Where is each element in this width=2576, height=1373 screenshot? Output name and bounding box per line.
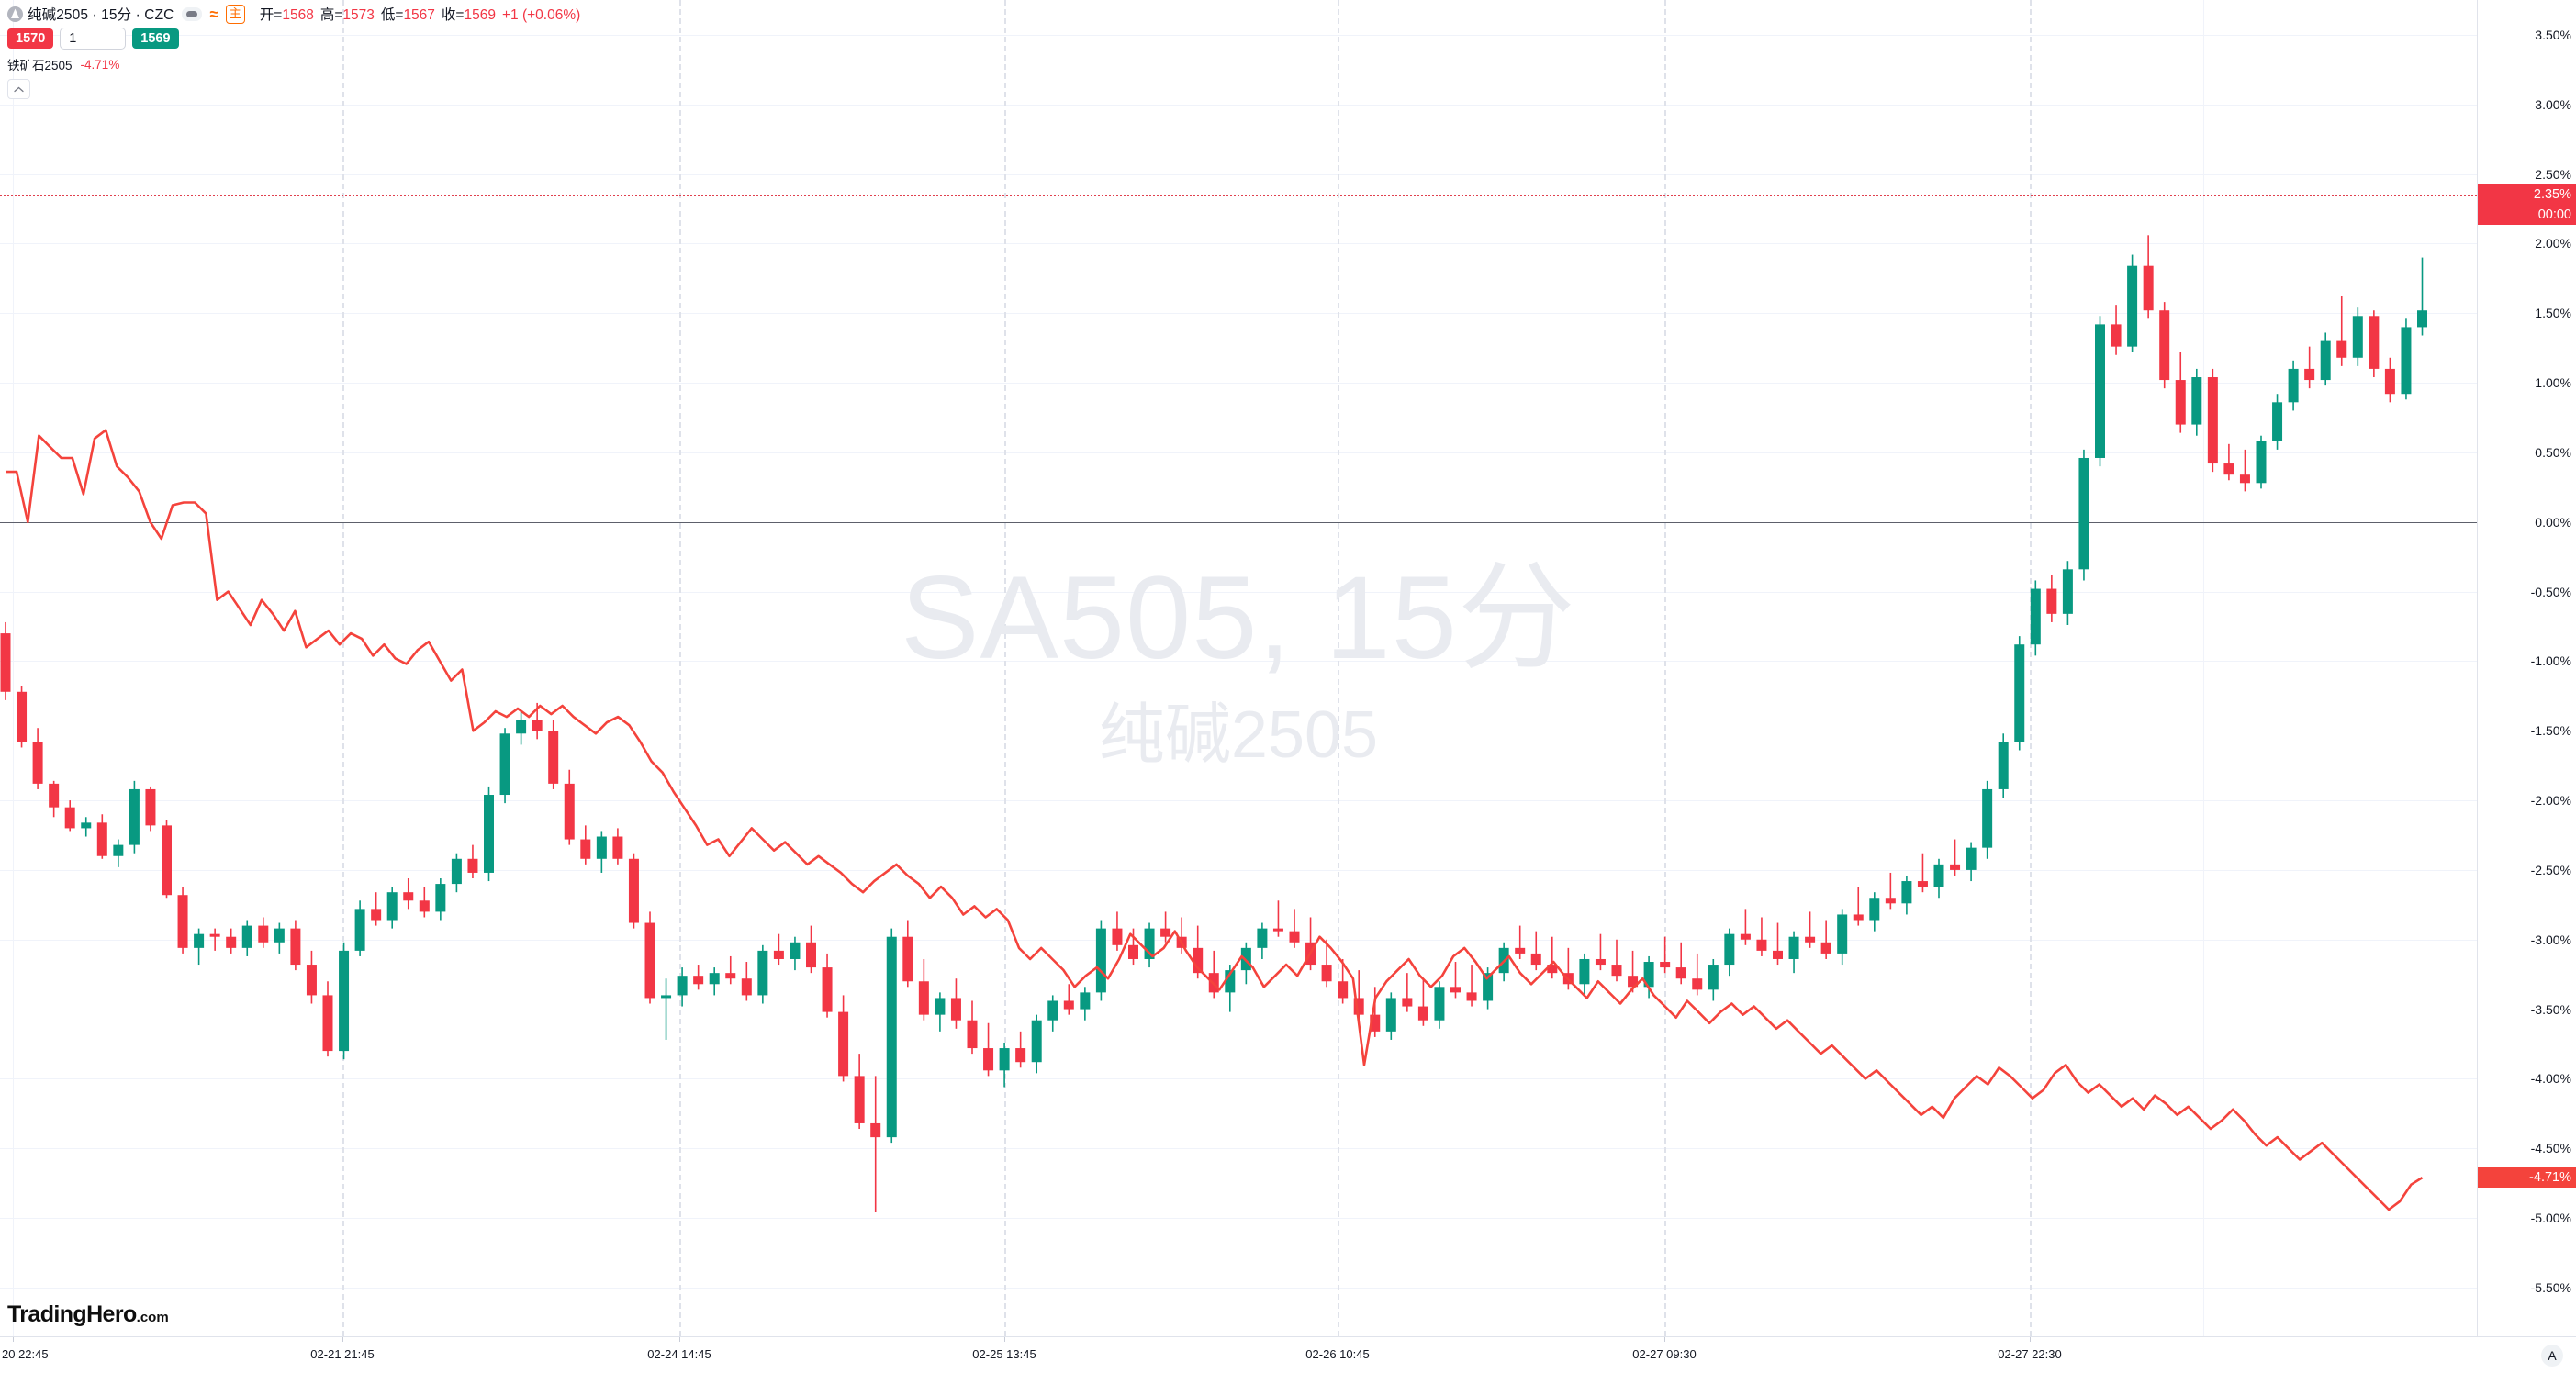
time-tick <box>679 1337 680 1342</box>
gridline <box>0 1078 2477 1080</box>
session-gridline <box>1004 0 1006 1336</box>
high-label: 高= <box>319 7 343 23</box>
price-series-svg <box>0 235 2427 1213</box>
chart-legend: 纯碱2505 · 15分 · CZC ≈ 主 开=1568 高=1573 低=156… <box>7 4 580 99</box>
overlay-change-value: -4.71% <box>80 57 120 72</box>
price-axis-label: 3.50% <box>2535 27 2571 42</box>
open-label: 开= <box>259 7 283 23</box>
ask-price-button[interactable]: 1569 <box>132 28 179 49</box>
last-price-badge[interactable]: 2.35% <box>2478 184 2576 206</box>
countdown-badge[interactable]: 00:00 <box>2478 205 2576 226</box>
overlay-symbol-label[interactable]: 铁矿石2505 <box>7 59 73 73</box>
time-tick <box>1664 1337 1665 1342</box>
price-axis-label: -0.50% <box>2530 584 2571 599</box>
gridline <box>0 313 2477 315</box>
last-price-line <box>0 195 2477 197</box>
session-gridline <box>342 0 344 1336</box>
symbol-title[interactable]: 纯碱2505 · 15分 · CZC <box>28 7 174 23</box>
gridline <box>0 939 2477 941</box>
gridline <box>0 452 2477 453</box>
time-axis-label: 02-27 09:30 <box>1632 1347 1697 1361</box>
price-axis-label: -1.50% <box>2530 723 2571 739</box>
low-value: 1567 <box>403 7 435 23</box>
time-tick <box>1004 1337 1005 1342</box>
brand-suffix: .com <box>136 1310 169 1325</box>
high-value: 1573 <box>342 7 375 23</box>
time-axis-label: 02-26 10:45 <box>1305 1347 1370 1361</box>
close-label: 收= <box>441 7 465 23</box>
price-axis-label: -5.50% <box>2530 1279 2571 1295</box>
gridline <box>0 34 2477 36</box>
time-tick <box>342 1337 343 1342</box>
zero-reference-line <box>0 521 2477 523</box>
gridline <box>0 591 2477 593</box>
price-axis-label: 2.50% <box>2535 166 2571 182</box>
overlay-price-badge[interactable]: -4.71% <box>2478 1167 2576 1189</box>
price-axis-label: -4.50% <box>2530 1141 2571 1156</box>
gridline <box>0 383 2477 385</box>
low-label: 低= <box>380 7 404 23</box>
bid-price-button[interactable]: 1570 <box>7 28 54 49</box>
price-axis-label: 1.00% <box>2535 375 2571 391</box>
gridline <box>0 800 2477 802</box>
price-axis-label: -5.00% <box>2530 1211 2571 1226</box>
overlay-legend-row: 铁矿石2505 -4.71% <box>7 55 580 73</box>
gridline <box>0 1218 2477 1220</box>
gridline <box>0 243 2477 245</box>
gridline <box>0 869 2477 871</box>
time-axis-label: 02-21 21:45 <box>310 1347 375 1361</box>
chart-pane[interactable]: SA505, 15分 纯碱2505 <box>0 0 2477 1336</box>
price-axis-label: -2.00% <box>2530 793 2571 809</box>
price-axis-label: 0.50% <box>2535 444 2571 460</box>
tradinghero-logo: TradingHero.com <box>7 1301 169 1328</box>
wave-icon[interactable]: ≈ <box>209 5 218 23</box>
time-axis-label: 02-25 13:45 <box>972 1347 1036 1361</box>
header-icon-group: ≈ 主 <box>182 4 245 24</box>
price-axis-label: 2.00% <box>2535 236 2571 251</box>
brand-name: TradingHero <box>7 1301 137 1327</box>
time-axis-label: 02-24 14:45 <box>647 1347 711 1361</box>
time-tick <box>13 1337 14 1342</box>
session-gridline <box>13 0 14 1336</box>
gridline <box>0 1148 2477 1150</box>
session-gridline <box>2203 0 2204 1336</box>
price-axis-label: 3.00% <box>2535 96 2571 112</box>
price-axis-label: -4.00% <box>2530 1071 2571 1087</box>
auto-scale-button[interactable]: A <box>2541 1345 2563 1367</box>
session-gridline <box>1664 0 1666 1336</box>
price-axis-label: -2.50% <box>2530 862 2571 877</box>
price-axis[interactable]: 3.50% 3.00% 2.50% 2.00% 1.50% 1.00% 0.50% 0.00%… <box>2477 0 2576 1336</box>
main-contract-icon[interactable]: 主 <box>225 4 245 24</box>
gridline <box>0 173 2477 175</box>
session-gridline <box>679 0 681 1336</box>
bid-ask-row: 1570 1 1569 <box>7 28 580 50</box>
close-value: 1569 <box>464 7 496 23</box>
water-drop-icon <box>7 6 23 22</box>
session-gridline <box>1338 0 1339 1336</box>
price-axis-label: -3.50% <box>2530 1001 2571 1017</box>
open-value: 1568 <box>282 7 314 23</box>
chevron-up-icon[interactable] <box>7 79 30 99</box>
order-quantity-input[interactable]: 1 <box>60 28 127 50</box>
session-gridline <box>2030 0 2032 1336</box>
candles-style-icon[interactable] <box>182 6 203 21</box>
price-axis-label: 0.00% <box>2535 514 2571 530</box>
gridline <box>0 661 2477 663</box>
overlay-line-series <box>6 429 2424 1211</box>
time-axis-label: 20 22:45 <box>2 1347 49 1361</box>
gridline <box>0 104 2477 106</box>
ohlc-readout: 开=1568 高=1573 低=1567 收=1569 +1 (+0.06%) <box>260 4 581 24</box>
price-axis-label: -3.00% <box>2530 932 2571 947</box>
time-axis[interactable]: 20 22:45 02-21 21:45 02-24 14:45 02-25 13:4… <box>0 1336 2576 1373</box>
legend-symbol-row: 纯碱2505 · 15分 · CZC ≈ 主 开=1568 高=1573 低=156… <box>7 4 580 24</box>
price-axis-label: -1.00% <box>2530 653 2571 669</box>
time-tick <box>2030 1337 2031 1342</box>
gridline <box>0 1287 2477 1289</box>
time-axis-label: 02-27 22:30 <box>1998 1347 2062 1361</box>
change-value: +1 (+0.06%) <box>501 7 581 23</box>
price-axis-label: 1.50% <box>2535 306 2571 321</box>
